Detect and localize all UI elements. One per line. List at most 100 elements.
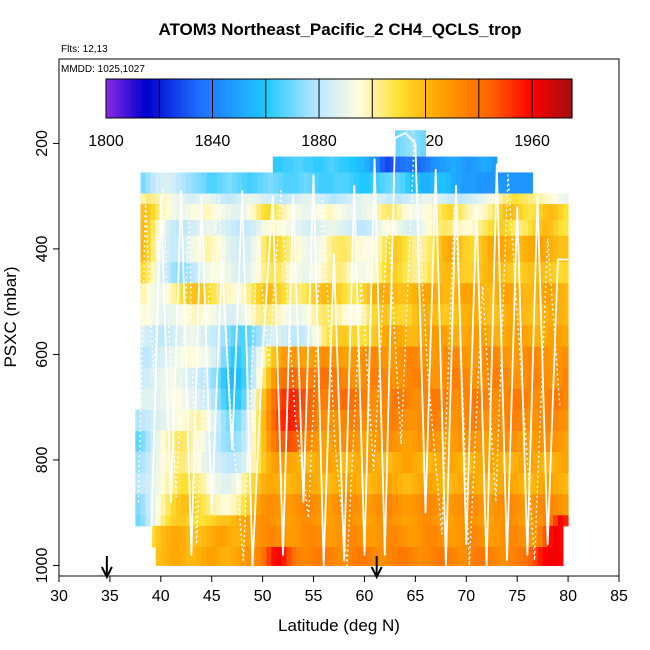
heatmap-cell <box>457 546 463 566</box>
heatmap-cell <box>517 473 524 495</box>
heatmap-cell <box>220 235 227 263</box>
heatmap-cell <box>306 219 313 237</box>
heatmap-cell <box>210 235 217 263</box>
heatmap-cell <box>472 409 479 432</box>
heatmap-cell <box>221 525 227 548</box>
heatmap-cell <box>517 172 523 195</box>
heatmap-cell <box>502 193 509 205</box>
heatmap-cell <box>351 283 358 305</box>
heatmap-cell <box>391 409 398 432</box>
heatmap-cell <box>321 473 328 495</box>
heatmap-cell <box>276 367 282 390</box>
heatmap-cell <box>256 304 262 326</box>
heatmap-cell <box>261 494 267 516</box>
heatmap-cell <box>200 325 207 348</box>
heatmap-cell <box>386 304 393 326</box>
heatmap-cell <box>215 494 222 516</box>
colorbar-segment <box>189 79 194 118</box>
flights-label: Flts: 12,13 <box>61 44 108 55</box>
heatmap-cell <box>496 172 503 195</box>
heatmap-cell <box>145 325 152 348</box>
heatmap-cell <box>532 204 539 221</box>
colorbar-segment <box>542 79 546 118</box>
heatmap-cell <box>336 325 343 348</box>
heatmap <box>135 130 569 566</box>
heatmap-cell <box>467 304 474 326</box>
heatmap-cell <box>155 515 162 527</box>
heatmap-cell <box>563 346 569 369</box>
heatmap-cell <box>200 193 207 205</box>
heatmap-cell <box>261 204 267 221</box>
colorbar-segment <box>518 79 523 118</box>
heatmap-cell <box>185 193 192 205</box>
heatmap-cell <box>191 172 197 195</box>
heatmap-cell <box>547 219 554 237</box>
heatmap-cell <box>457 219 463 237</box>
heatmap-cell <box>487 235 494 263</box>
heatmap-cell <box>252 172 259 195</box>
heatmap-cell <box>316 452 323 474</box>
heatmap-cell <box>502 304 509 326</box>
heatmap-cell <box>175 525 182 548</box>
heatmap-cell <box>527 283 534 305</box>
heatmap-cell <box>457 430 463 453</box>
colorbar-segment <box>522 79 526 118</box>
heatmap-cell <box>447 193 453 205</box>
heatmap-cell <box>291 283 297 305</box>
colorbar-segment <box>335 79 340 118</box>
heatmap-cell <box>256 204 262 221</box>
heatmap-cell <box>452 325 458 348</box>
heatmap-cell <box>271 473 277 495</box>
heatmap-cell <box>477 193 484 205</box>
heatmap-cell <box>392 262 398 284</box>
heatmap-cell <box>236 235 242 263</box>
heatmap-cell <box>190 304 197 326</box>
heatmap-cell <box>215 193 222 205</box>
heatmap-cell <box>502 325 509 348</box>
heatmap-cell <box>527 262 534 284</box>
heatmap-cell <box>247 172 253 195</box>
heatmap-cell <box>276 325 282 348</box>
heatmap-cell <box>160 525 167 548</box>
heatmap-cell <box>432 452 438 474</box>
heatmap-cell <box>185 515 192 527</box>
heatmap-cell <box>155 452 162 474</box>
heatmap-cell <box>482 367 489 390</box>
heatmap-cell <box>281 452 287 474</box>
heatmap-cell <box>346 204 353 221</box>
colorbar-segment <box>315 79 320 118</box>
heatmap-cell <box>220 409 227 432</box>
heatmap-cell <box>306 409 312 432</box>
heatmap-cell <box>286 494 292 516</box>
heatmap-cell <box>386 262 393 284</box>
colorbar-segment <box>495 79 500 118</box>
heatmap-cell <box>422 525 428 548</box>
heatmap-cell <box>311 430 318 453</box>
heatmap-cell <box>542 525 549 548</box>
heatmap-cell <box>281 204 287 221</box>
heatmap-cell <box>361 409 368 432</box>
heatmap-cell <box>328 156 335 173</box>
colorbar-segment <box>385 79 390 118</box>
heatmap-cell <box>563 219 569 237</box>
heatmap-cell <box>190 525 197 548</box>
heatmap-cell <box>140 473 146 495</box>
heatmap-cell <box>467 283 474 305</box>
heatmap-cell <box>185 304 192 326</box>
colorbar-segment <box>535 79 540 118</box>
heatmap-cell <box>210 409 217 432</box>
heatmap-cell <box>407 388 413 411</box>
heatmap-cell <box>430 172 437 195</box>
heatmap-cell <box>502 346 509 369</box>
colorbar-tick-label: 1840 <box>195 133 231 150</box>
heatmap-cell <box>417 494 423 516</box>
heatmap-cell <box>346 430 353 453</box>
heatmap-cell <box>190 367 197 390</box>
heatmap-cell <box>477 409 484 432</box>
colorbar-segment <box>115 79 120 118</box>
heatmap-cell <box>457 283 463 305</box>
heatmap-cell <box>271 546 277 566</box>
heatmap-cell <box>356 193 363 205</box>
heatmap-cell <box>150 219 157 237</box>
heatmap-cell <box>256 388 262 411</box>
